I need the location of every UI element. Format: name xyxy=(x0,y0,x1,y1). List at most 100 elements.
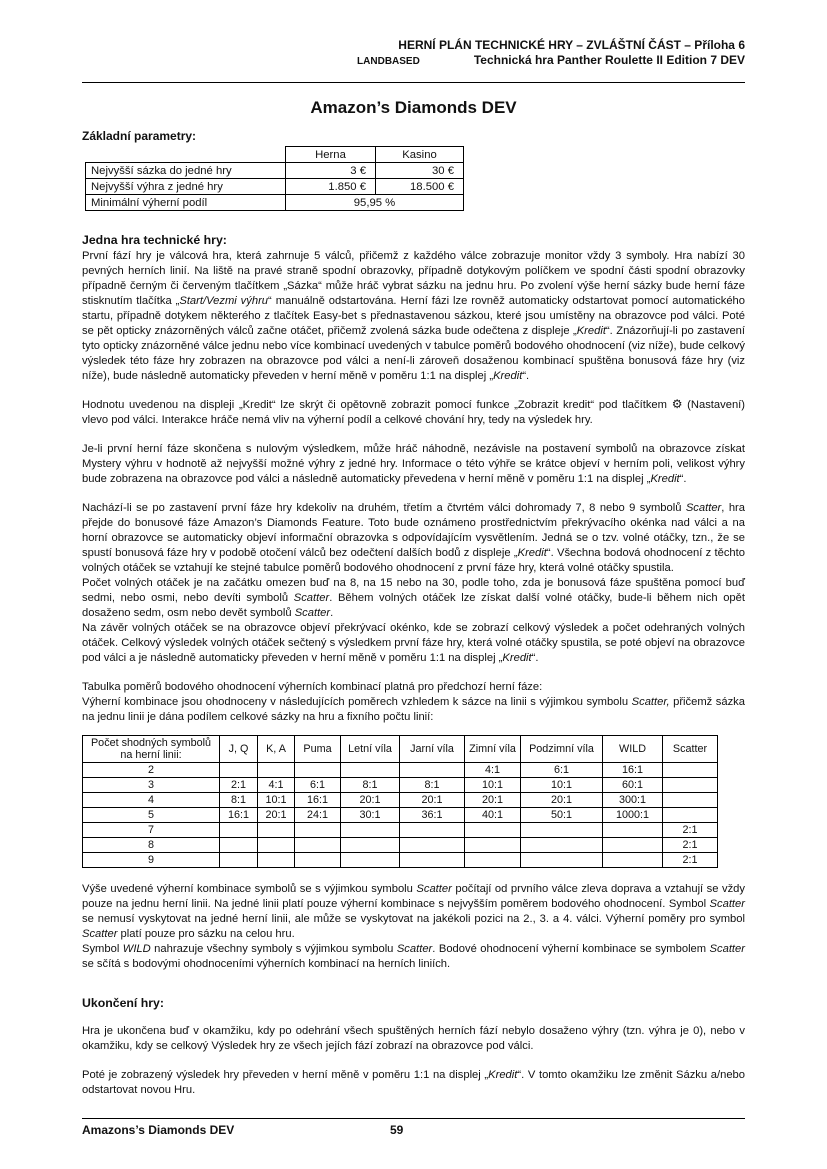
paytable-ratio-cell xyxy=(662,762,718,778)
paytable-row: 8 2:1 xyxy=(82,837,718,853)
paytable-ratio-cell xyxy=(602,822,663,838)
params-value-kasino: 30 € xyxy=(375,162,464,179)
paytable-ratio-cell: 8:1 xyxy=(399,777,465,793)
paragraph: Hra je ukončena buď v okamžiku, kdy po o… xyxy=(82,1025,745,1052)
paytable-ratio-cell: 16:1 xyxy=(602,762,663,778)
paytable-ratio-cell: 30:1 xyxy=(340,807,400,823)
paytable-row: 3 2:1 4:1 6:1 8:1 8:1 10:1 10:1 60:1 xyxy=(82,777,718,793)
paytable-ratio-cell xyxy=(464,837,521,853)
header-title: HERNÍ PLÁN TECHNICKÉ HRY – ZVLÁŠTNÍ ČÁST… xyxy=(398,38,745,52)
paytable-row: 2 4:1 6:1 16:1 xyxy=(82,762,718,778)
paytable-ratio-cell xyxy=(257,837,295,853)
paragraph: Hodnotu uvedenou na displeji „Kredit“ lz… xyxy=(82,397,746,426)
paytable-ratio-cell: 10:1 xyxy=(257,792,295,808)
paytable-ratio-cell xyxy=(340,822,400,838)
paytable-ratio-cell: 2:1 xyxy=(219,777,258,793)
paytable-column-header: WILD xyxy=(602,735,663,763)
paytable-column-header: Letní víla xyxy=(340,735,400,763)
paytable-ratio-cell: 60:1 xyxy=(602,777,663,793)
paytable-ratio-cell: 2:1 xyxy=(662,837,718,853)
page-footer: Amazons’s Diamonds DEV 59 xyxy=(82,1118,745,1137)
paytable-symbol-count: 3 xyxy=(82,777,220,793)
paytable-ratio-cell: 1000:1 xyxy=(602,807,663,823)
paytable-ratio-cell xyxy=(520,852,603,868)
paytable-ratio-cell xyxy=(399,852,465,868)
paragraph: Výherní kombinace jsou ohodnoceny v násl… xyxy=(82,696,746,723)
params-row-label: Minimální výherní podíl xyxy=(85,194,286,211)
params-col-kasino: Kasino xyxy=(375,146,464,163)
paragraph: Počet volných otáček je na začátku omeze… xyxy=(82,577,745,619)
paytable-symbol-count: 9 xyxy=(82,852,220,868)
page-title: Amazon’s Diamonds DEV xyxy=(310,98,517,117)
paytable-row: 7 2:1 xyxy=(82,822,718,838)
gear-icon: ⚙ xyxy=(671,397,683,411)
paytable-ratio-cell: 8:1 xyxy=(219,792,258,808)
paytable-column-header: Podzimní víla xyxy=(520,735,603,763)
paytable-column-header: Počet shodných symbolů na herní linii: xyxy=(82,735,220,763)
paytable-column-header: Zimní víla xyxy=(464,735,521,763)
params-value-herna: 3 € xyxy=(285,162,376,179)
params-row-label: Nejvyšší výhra z jedné hry xyxy=(85,178,286,195)
paytable-ratio-cell xyxy=(602,837,663,853)
paytable-ratio-cell xyxy=(219,837,258,853)
header-subtitle-row: LANDBASED Technická hra Panther Roulette … xyxy=(82,53,745,69)
paytable-ratio-cell xyxy=(399,837,465,853)
paytable-ratio-cell: 8:1 xyxy=(340,777,400,793)
params-col-herna: Herna xyxy=(285,146,376,163)
paytable-ratio-cell: 36:1 xyxy=(399,807,465,823)
paytable-ratio-cell: 24:1 xyxy=(294,807,341,823)
paytable-ratio-cell: 20:1 xyxy=(399,792,465,808)
params-header-row: Herna Kasino xyxy=(86,146,464,163)
paytable-ratio-cell: 2:1 xyxy=(662,822,718,838)
paragraph: Nachází-li se po zastavení první fáze hr… xyxy=(82,502,745,574)
paytable-ratio-cell xyxy=(294,837,341,853)
paytable-ratio-cell: 40:1 xyxy=(464,807,521,823)
paytable-ratio-cell: 16:1 xyxy=(219,807,258,823)
basic-params-heading: Základní parametry: xyxy=(82,129,197,143)
paragraph: První fází hry je válcová hra, která zah… xyxy=(82,250,745,382)
footer-title: Amazons’s Diamonds DEV xyxy=(82,1123,235,1137)
paytable-ratio-cell: 50:1 xyxy=(520,807,603,823)
paytable: Počet shodných symbolů na herní linii: J, … xyxy=(82,735,718,868)
footer-divider xyxy=(82,1118,745,1119)
paytable-ratio-cell xyxy=(219,852,258,868)
paytable-row: 9 2:1 xyxy=(82,852,718,868)
paytable-ratio-cell xyxy=(257,762,295,778)
section-heading-game-end: Ukončení hry: xyxy=(82,996,164,1010)
paytable-symbol-count: 4 xyxy=(82,792,220,808)
paytable-row: 4 8:1 10:1 16:1 20:1 20:1 20:1 20:1 300:1 xyxy=(82,792,718,808)
basic-params-table: Herna Kasino Nejvyšší sázka do jedné hry… xyxy=(85,146,464,211)
paytable-ratio-cell xyxy=(294,822,341,838)
paytable-ratio-cell xyxy=(340,837,400,853)
paytable-ratio-cell xyxy=(662,777,718,793)
table-row: Nejvyšší výhra z jedné hry 1.850 € 18.50… xyxy=(85,178,464,195)
paytable-ratio-cell xyxy=(464,822,521,838)
paytable-ratio-cell: 2:1 xyxy=(662,852,718,868)
table-row: Minimální výherní podíl 95,95 % xyxy=(85,194,464,211)
paytable-ratio-cell xyxy=(219,762,258,778)
footer-row: Amazons’s Diamonds DEV 59 xyxy=(82,1123,745,1137)
paragraph: Je-li první herní fáze skončena s nulový… xyxy=(82,443,745,485)
table-row: Nejvyšší sázka do jedné hry 3 € 30 € xyxy=(85,162,464,179)
paragraph: Na závěr volných otáček se na obrazovce … xyxy=(82,622,745,664)
paytable-symbol-count: 8 xyxy=(82,837,220,853)
paragraph: Symbol WILD nahrazuje všechny symboly s … xyxy=(82,943,745,970)
paytable-ratio-cell: 10:1 xyxy=(464,777,521,793)
paragraph: Tabulka poměrů bodového ohodnocení výher… xyxy=(82,681,543,693)
paragraph: Poté je zobrazený výsledek hry převeden … xyxy=(82,1069,745,1096)
paytable-symbol-count: 2 xyxy=(82,762,220,778)
paytable-ratio-cell: 20:1 xyxy=(340,792,400,808)
paragraph: Výše uvedené výherní kombinace symbolů s… xyxy=(82,883,745,940)
section-heading-one-game: Jedna hra technické hry: xyxy=(82,233,227,247)
paytable-column-header: J, Q xyxy=(219,735,258,763)
paytable-ratio-cell: 4:1 xyxy=(464,762,521,778)
paytable-header-row: Počet shodných symbolů na herní linii: J, … xyxy=(82,735,718,763)
paytable-symbol-count: 7 xyxy=(82,822,220,838)
paytable-ratio-cell xyxy=(340,852,400,868)
header-game-name: Technická hra Panther Roulette II Editio… xyxy=(473,53,745,67)
paytable-symbol-count: 5 xyxy=(82,807,220,823)
paytable-ratio-cell: 6:1 xyxy=(520,762,603,778)
paytable-ratio-cell xyxy=(294,762,341,778)
paytable-column-header: K, A xyxy=(257,735,295,763)
